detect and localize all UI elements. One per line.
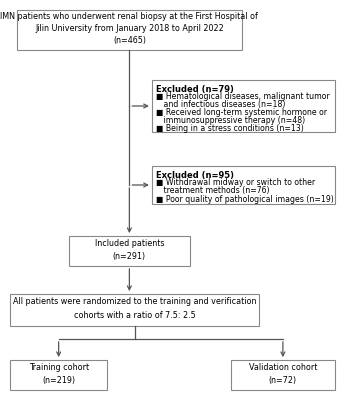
Bar — [10, 294, 259, 326]
Text: Excluded (n=95): Excluded (n=95) — [156, 171, 234, 180]
Text: ■ Poor quality of pathological images (n=19): ■ Poor quality of pathological images (n… — [156, 195, 334, 204]
Bar — [17, 10, 241, 50]
Text: IMN patients who underwent renal biopsy at the First Hospital of: IMN patients who underwent renal biopsy … — [0, 12, 258, 21]
Text: (n=72): (n=72) — [269, 376, 297, 384]
Text: ■ Withdrawal midway or switch to other: ■ Withdrawal midway or switch to other — [156, 178, 315, 187]
Text: Validation cohort: Validation cohort — [249, 363, 317, 372]
Text: treatment methods (n=76): treatment methods (n=76) — [156, 186, 269, 196]
Text: Jilin University from January 2018 to April 2022: Jilin University from January 2018 to Ap… — [35, 24, 224, 33]
Text: ■ Received long-term systemic hormone or: ■ Received long-term systemic hormone or — [156, 108, 327, 117]
Text: Training cohort: Training cohort — [29, 363, 89, 372]
Bar — [69, 236, 190, 266]
Text: Excluded (n=79): Excluded (n=79) — [156, 85, 234, 94]
Text: and infectious diseases (n=18): and infectious diseases (n=18) — [156, 100, 285, 109]
Text: immunosuppressive therapy (n=48): immunosuppressive therapy (n=48) — [156, 116, 305, 125]
Text: (n=465): (n=465) — [113, 36, 146, 44]
Text: (n=219): (n=219) — [42, 376, 75, 384]
Text: All patients were randomized to the training and verification: All patients were randomized to the trai… — [13, 298, 256, 306]
Text: Included patients: Included patients — [95, 239, 164, 248]
Text: ■ Hematological diseases, malignant tumor: ■ Hematological diseases, malignant tumo… — [156, 92, 329, 101]
Bar — [152, 166, 335, 204]
Text: (n=291): (n=291) — [113, 252, 146, 260]
Bar — [231, 360, 335, 390]
Bar — [152, 80, 335, 132]
Bar — [10, 360, 107, 390]
Text: ■ Being in a stress conditions (n=13): ■ Being in a stress conditions (n=13) — [156, 124, 304, 133]
Text: cohorts with a ratio of 7.5: 2.5: cohorts with a ratio of 7.5: 2.5 — [74, 311, 195, 320]
